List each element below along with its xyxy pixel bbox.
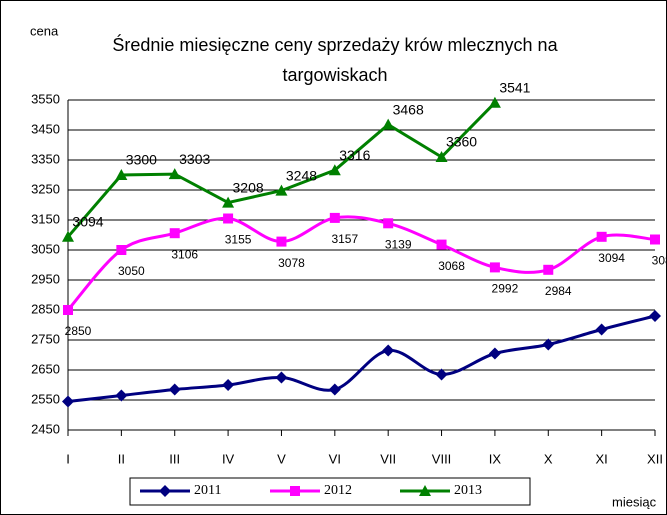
marker [383,218,394,229]
marker [116,245,127,255]
marker [543,264,554,275]
data-label: 3208 [233,179,264,195]
marker [62,395,74,408]
data-label: 2984 [545,284,572,298]
y-tick-label: 2550 [31,391,60,406]
data-label: 3139 [385,237,412,251]
x-tick-label: I [66,451,70,466]
marker [419,485,431,496]
data-label: 3155 [225,233,252,247]
marker [382,344,395,357]
x-tick-label: XII [647,451,663,466]
series-line [67,314,656,403]
y-tick-label: 3250 [31,181,60,196]
marker [489,262,500,273]
x-tick-label: II [118,451,125,466]
marker [168,168,181,180]
x-tick-label: VIII [432,451,452,466]
data-label: 3300 [126,152,157,168]
marker [596,231,607,242]
data-label: 3050 [118,264,145,278]
y-tick-label: 3350 [31,151,60,166]
data-label: 3157 [331,232,358,246]
marker [222,196,235,208]
data-label: 3085 [652,254,667,268]
y-tick-label: 3450 [31,121,60,136]
marker [223,213,234,224]
marker [328,383,341,396]
data-label: 3541 [499,79,530,95]
series-line [66,101,496,238]
data-label: 3248 [286,167,317,183]
x-axis-label: miesiąc [612,494,657,509]
chart-title: Średnie miesięczne ceny sprzedaży krów m… [112,35,558,85]
y-tick-label: 2650 [31,361,60,376]
x-tick-label: V [277,451,286,466]
legend-label: 2011 [194,483,221,498]
x-tick-label: X [544,451,553,466]
series-line [66,215,656,311]
y-tick-label: 3550 [31,91,60,106]
legend [129,477,531,506]
data-label: 3303 [179,151,210,167]
data-label: 3360 [446,134,477,150]
marker [650,234,660,245]
marker [290,486,300,496]
legend-label: 2013 [454,483,482,498]
data-label: 3094 [598,251,625,265]
marker [159,485,171,497]
marker [329,212,340,223]
data-label: 3316 [339,147,370,163]
x-tick-label: VI [329,451,341,466]
marker [115,169,128,180]
data-label: 3078 [278,256,305,270]
marker [382,118,395,130]
marker [168,383,181,396]
marker [542,338,555,351]
y-tick-label: 3050 [31,241,60,256]
y-tick-label: 2450 [31,421,60,436]
data-label: 3068 [438,259,465,273]
marker [62,230,74,242]
marker [115,389,128,402]
x-tick-label: XI [595,451,607,466]
data-label: 2992 [492,282,519,296]
marker [169,228,180,239]
x-tick-label: VII [380,451,396,466]
y-tick-label: 2850 [31,301,60,316]
marker [276,236,287,247]
marker [275,371,288,384]
data-label: 3106 [171,247,198,261]
marker [63,305,73,315]
marker [488,96,501,108]
y-tick-label: 2750 [31,331,60,346]
marker [435,368,448,381]
marker [649,310,661,322]
y-tick-label: 3150 [31,211,60,226]
marker [488,347,501,360]
marker [222,379,235,391]
data-label: 2850 [65,324,92,338]
y-axis-label: cena [30,23,59,38]
data-label: 3468 [393,101,424,117]
y-tick-label: 2950 [31,271,60,286]
x-tick-label: III [169,451,180,466]
marker [595,323,608,336]
data-label: 3094 [72,214,103,230]
marker [435,151,448,162]
marker [275,184,288,196]
marker [328,164,341,176]
marker [436,239,447,250]
legend-label: 2012 [324,483,352,498]
x-tick-label: IV [222,451,235,466]
x-tick-label: IX [489,451,502,466]
